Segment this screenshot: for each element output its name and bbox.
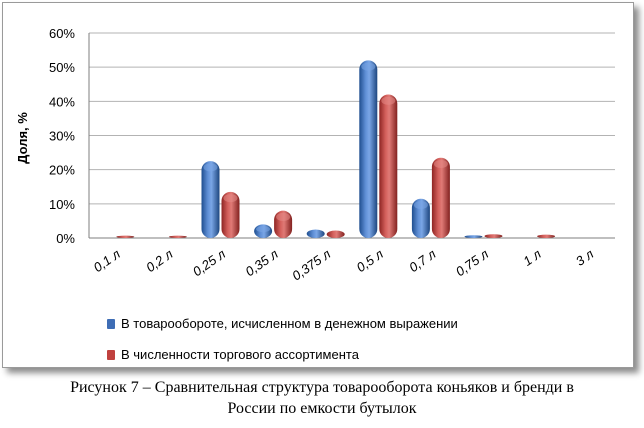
y-tick-label: 20%	[49, 163, 75, 178]
x-tick-label: 0,5 л	[354, 246, 387, 275]
x-tick-label: 3 л	[573, 246, 597, 269]
y-tick-label: 30%	[49, 129, 75, 144]
bar-series-1	[201, 161, 220, 238]
y-axis-label: Доля, %	[15, 112, 30, 164]
legend-label-series-2: В численности торгового ассортимента	[121, 347, 359, 362]
bar-series-1	[411, 198, 430, 238]
bar-highlight	[203, 163, 218, 172]
x-tick-label: 0,25 л	[190, 246, 229, 279]
bar-highlight	[256, 226, 271, 233]
bar-series-2	[537, 234, 556, 238]
bars	[116, 60, 556, 239]
x-tick-labels: 0,1 л 0,2 л 0,25 л 0,35 л 0,375 л 0,5 л 0,7 л 0…	[91, 246, 597, 284]
caption-line-2: России по емкости бутылок	[227, 400, 417, 417]
bar-series-2	[431, 157, 450, 238]
bar-series-2	[326, 230, 345, 238]
x-tick-label: 0,7 л	[406, 246, 439, 275]
bar-highlight	[381, 96, 396, 105]
legend-swatch-red	[107, 349, 115, 360]
legend-swatch-blue	[107, 318, 115, 329]
bar-highlight	[361, 62, 376, 71]
bar-series-2	[221, 191, 240, 238]
legend-item-series-2: В численности торгового ассортимента	[107, 347, 359, 362]
caption-line-1: Рисунок 7 – Сравнительная структура това…	[70, 379, 574, 396]
bar-series-2	[379, 94, 398, 238]
x-tick-label: 1 л	[520, 246, 544, 269]
x-tick-label: 0,375 л	[289, 246, 334, 284]
y-tick-label: 50%	[49, 60, 75, 75]
legend-label-series-1: В товарообороте, исчисленном в денежном …	[121, 316, 458, 331]
x-tick-label: 0,2 л	[143, 246, 176, 275]
x-tick-label: 0,1 л	[91, 246, 124, 275]
bar-series-1	[306, 229, 325, 238]
x-tick-label: 0,75 л	[453, 246, 492, 279]
bar-series-2	[484, 234, 503, 238]
x-tick-label: 0,35 л	[243, 246, 282, 279]
bar-series-1	[464, 235, 483, 238]
figure-caption: Рисунок 7 – Сравнительная структура това…	[0, 377, 644, 419]
bar-highlight	[433, 159, 448, 169]
bar-highlight	[413, 200, 428, 210]
bar-series-1	[359, 60, 378, 239]
y-tick-label: 10%	[49, 197, 75, 212]
legend-item-series-1: В товарообороте, исчисленном в денежном …	[107, 316, 458, 331]
y-tick-label: 60%	[49, 26, 75, 41]
y-tick-label: 40%	[49, 94, 75, 109]
bar-series-2	[168, 235, 187, 238]
grid-layer	[88, 32, 615, 239]
y-tick-labels: 0% 10% 20% 30% 40% 50% 60%	[49, 26, 75, 246]
bar-highlight	[276, 212, 291, 222]
bar-series-2	[116, 235, 135, 238]
bar-highlight	[223, 194, 238, 203]
y-tick-label: 0%	[56, 231, 75, 246]
